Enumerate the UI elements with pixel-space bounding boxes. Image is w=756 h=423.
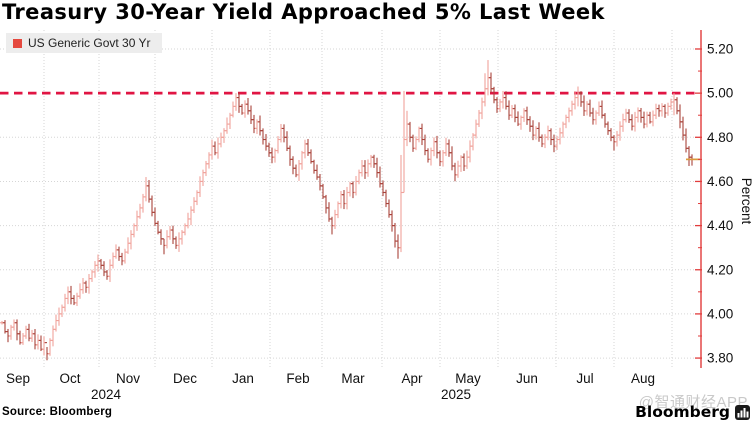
y-tick-label: 4.40 (707, 218, 733, 233)
x-month-label: Aug (631, 371, 655, 386)
y-tick-label: 3.80 (707, 351, 733, 366)
y-tick-label: 5.00 (707, 86, 733, 101)
y-axis-title: Percent (739, 178, 754, 225)
x-year-label: 2025 (441, 387, 471, 402)
y-tick-label: 4.00 (707, 306, 733, 321)
x-month-label: Jun (516, 371, 538, 386)
x-month-label: Oct (59, 371, 80, 386)
y-tick-label: 4.80 (707, 130, 733, 145)
legend-label: US Generic Govt 30 Yr (28, 36, 151, 50)
x-month-label: May (455, 371, 481, 386)
x-month-label: Nov (116, 371, 140, 386)
bloomberg-logo-icon (735, 404, 750, 420)
x-month-label: Sep (6, 371, 30, 386)
series-marker-icon (13, 38, 22, 48)
legend: US Generic Govt 30 Yr (6, 33, 162, 53)
x-month-label: Dec (173, 371, 197, 386)
watermark: @智通财经APP (638, 394, 748, 411)
y-tick-label: 4.60 (707, 174, 733, 189)
x-month-label: Feb (286, 371, 309, 386)
bloomberg-wordmark: Bloomberg (635, 403, 730, 421)
x-month-label: Apr (401, 371, 423, 386)
y-tick-label: 4.20 (707, 262, 733, 277)
x-month-label: Mar (341, 371, 365, 386)
y-tick-label: 5.20 (707, 41, 733, 56)
source-note: Source: Bloomberg (2, 406, 113, 418)
x-month-label: Jan (232, 371, 254, 386)
chart-title: Treasury 30-Year Yield Approached 5% Las… (2, 0, 605, 24)
x-year-label: 2024 (91, 387, 122, 402)
bloomberg-brand: Bloomberg (635, 403, 750, 421)
x-month-label: Jul (576, 371, 593, 386)
